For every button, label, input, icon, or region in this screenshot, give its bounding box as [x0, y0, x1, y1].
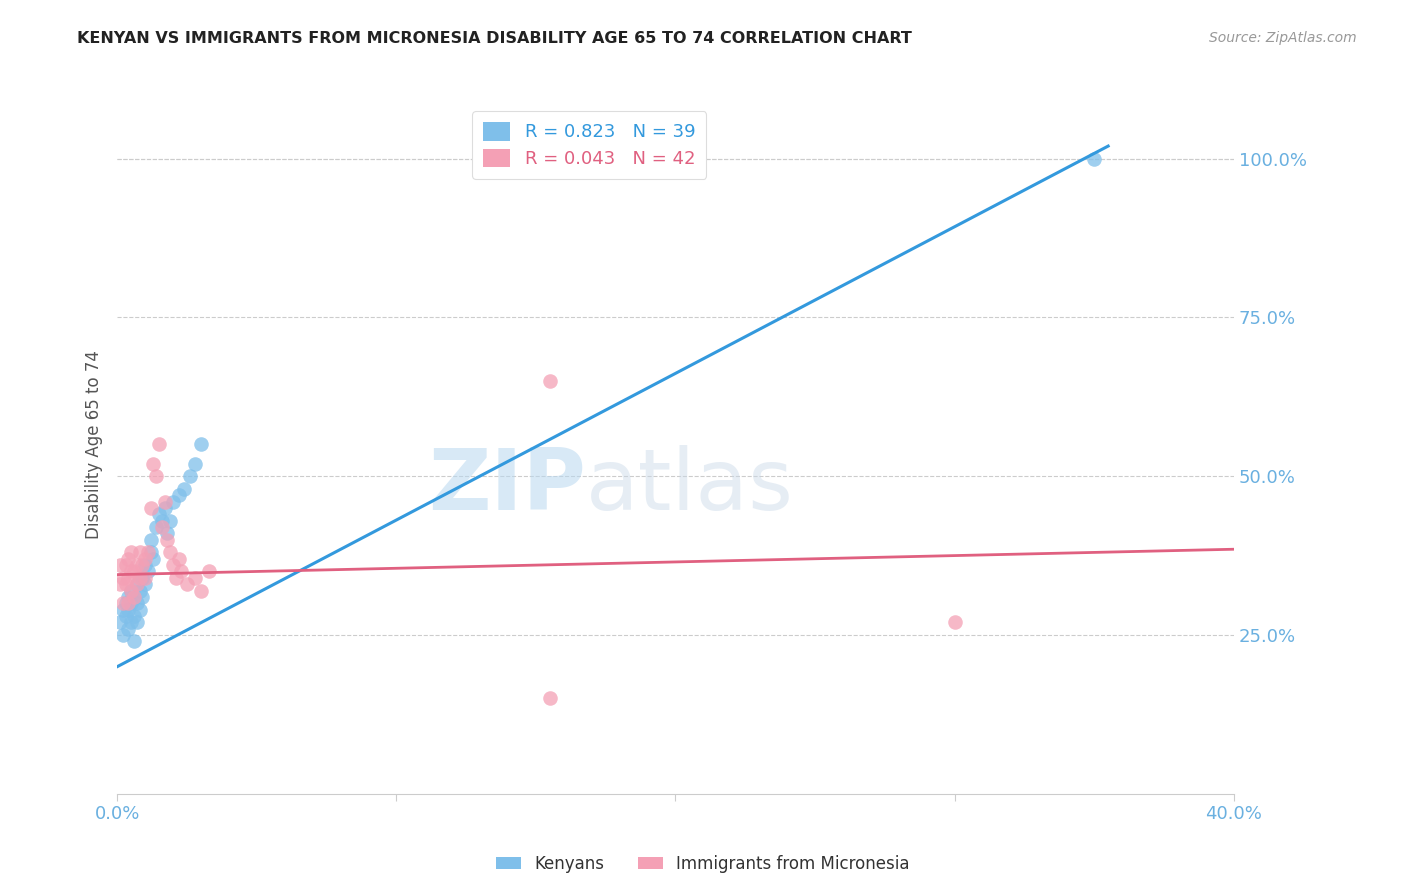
Point	[111, 596, 134, 610]
Point	[125, 596, 148, 610]
Text: atlas: atlas	[586, 445, 794, 528]
Point	[190, 583, 212, 598]
Point	[120, 615, 142, 630]
Point	[117, 551, 139, 566]
Point	[120, 583, 142, 598]
Y-axis label: Disability Age 65 to 74: Disability Age 65 to 74	[86, 350, 103, 539]
Point	[125, 615, 148, 630]
Point	[190, 437, 212, 451]
Point	[120, 545, 142, 559]
Point	[184, 457, 207, 471]
Point	[156, 533, 179, 547]
Point	[114, 608, 136, 623]
Point	[184, 571, 207, 585]
Legend: Kenyans, Immigrants from Micronesia: Kenyans, Immigrants from Micronesia	[489, 848, 917, 880]
Point	[153, 500, 176, 515]
Point	[179, 469, 201, 483]
Point	[117, 602, 139, 616]
Point	[111, 571, 134, 585]
Point	[173, 482, 195, 496]
Point	[117, 596, 139, 610]
Text: ZIP: ZIP	[429, 445, 586, 528]
Point	[122, 634, 145, 648]
Point	[134, 558, 156, 573]
Point	[162, 558, 184, 573]
Point	[125, 558, 148, 573]
Point	[139, 533, 162, 547]
Point	[538, 691, 561, 706]
Point	[198, 565, 221, 579]
Point	[131, 590, 153, 604]
Point	[176, 577, 198, 591]
Point	[134, 551, 156, 566]
Point	[120, 583, 142, 598]
Point	[122, 565, 145, 579]
Point	[114, 558, 136, 573]
Point	[142, 551, 165, 566]
Point	[165, 571, 187, 585]
Point	[150, 520, 173, 534]
Point	[128, 545, 150, 559]
Point	[134, 577, 156, 591]
Point	[139, 500, 162, 515]
Point	[108, 577, 131, 591]
Point	[131, 558, 153, 573]
Point	[131, 571, 153, 585]
Point	[122, 590, 145, 604]
Point	[122, 608, 145, 623]
Point	[159, 514, 181, 528]
Point	[145, 520, 167, 534]
Point	[128, 602, 150, 616]
Point	[145, 469, 167, 483]
Point	[111, 602, 134, 616]
Point	[150, 514, 173, 528]
Point	[117, 571, 139, 585]
Point	[128, 571, 150, 585]
Point	[142, 457, 165, 471]
Point	[156, 526, 179, 541]
Point	[167, 488, 190, 502]
Text: KENYAN VS IMMIGRANTS FROM MICRONESIA DISABILITY AGE 65 TO 74 CORRELATION CHART: KENYAN VS IMMIGRANTS FROM MICRONESIA DIS…	[77, 31, 912, 46]
Point	[114, 596, 136, 610]
Point	[538, 374, 561, 388]
Point	[136, 565, 159, 579]
Point	[943, 615, 966, 630]
Point	[117, 590, 139, 604]
Point	[1083, 152, 1105, 166]
Point	[153, 494, 176, 508]
Point	[162, 494, 184, 508]
Point	[167, 551, 190, 566]
Point	[114, 577, 136, 591]
Point	[117, 622, 139, 636]
Point	[148, 508, 170, 522]
Text: Source: ZipAtlas.com: Source: ZipAtlas.com	[1209, 31, 1357, 45]
Point	[136, 545, 159, 559]
Point	[125, 577, 148, 591]
Point	[108, 615, 131, 630]
Point	[120, 596, 142, 610]
Point	[170, 565, 193, 579]
Point	[120, 565, 142, 579]
Point	[108, 558, 131, 573]
Point	[148, 437, 170, 451]
Point	[128, 583, 150, 598]
Point	[111, 628, 134, 642]
Point	[134, 571, 156, 585]
Legend: R = 0.823   N = 39, R = 0.043   N = 42: R = 0.823 N = 39, R = 0.043 N = 42	[472, 112, 706, 179]
Point	[159, 545, 181, 559]
Point	[125, 577, 148, 591]
Point	[139, 545, 162, 559]
